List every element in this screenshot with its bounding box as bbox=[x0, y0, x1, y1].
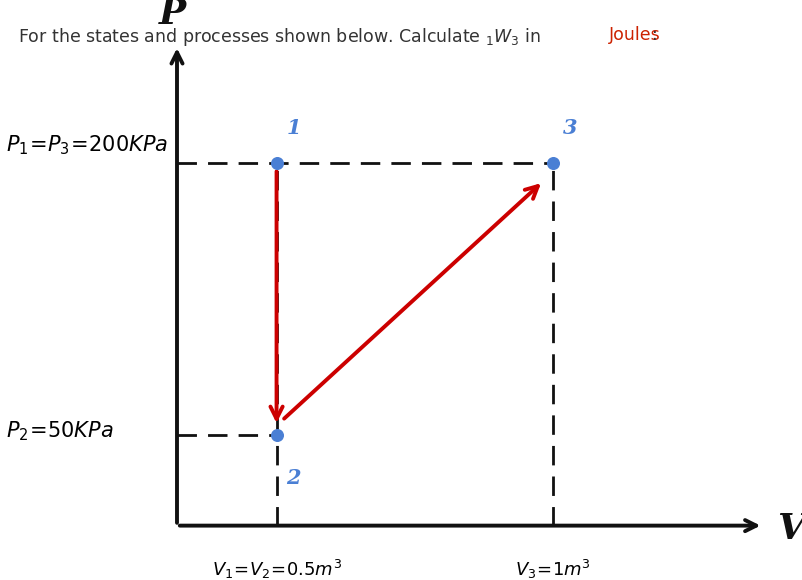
Text: $\mathit{V_1\!=\!V_2\!=\!0.5m^3}$: $\mathit{V_1\!=\!V_2\!=\!0.5m^3}$ bbox=[212, 558, 342, 580]
Text: $\mathit{V_3\!=\!1m^3}$: $\mathit{V_3\!=\!1m^3}$ bbox=[515, 558, 591, 580]
Point bbox=[270, 430, 283, 440]
Text: V: V bbox=[777, 512, 802, 546]
Text: $\mathbf{\mathit{P_1\!=\!P_3\!=\!200KPa}}$: $\mathbf{\mathit{P_1\!=\!P_3\!=\!200KPa}… bbox=[6, 133, 168, 157]
Text: :: : bbox=[652, 26, 658, 44]
Text: $\mathbf{\mathit{P_2\!=\!50KPa}}$: $\mathbf{\mathit{P_2\!=\!50KPa}}$ bbox=[6, 419, 113, 443]
Text: Joules: Joules bbox=[609, 26, 661, 44]
Text: For the states and processes shown below. Calculate $_{1}W_{3}$ in: For the states and processes shown below… bbox=[18, 26, 542, 48]
Text: 2: 2 bbox=[286, 467, 301, 488]
Text: P: P bbox=[159, 0, 186, 31]
Text: 3: 3 bbox=[563, 118, 577, 138]
Text: 1: 1 bbox=[286, 118, 301, 138]
Point bbox=[547, 158, 560, 168]
Point bbox=[270, 158, 283, 168]
